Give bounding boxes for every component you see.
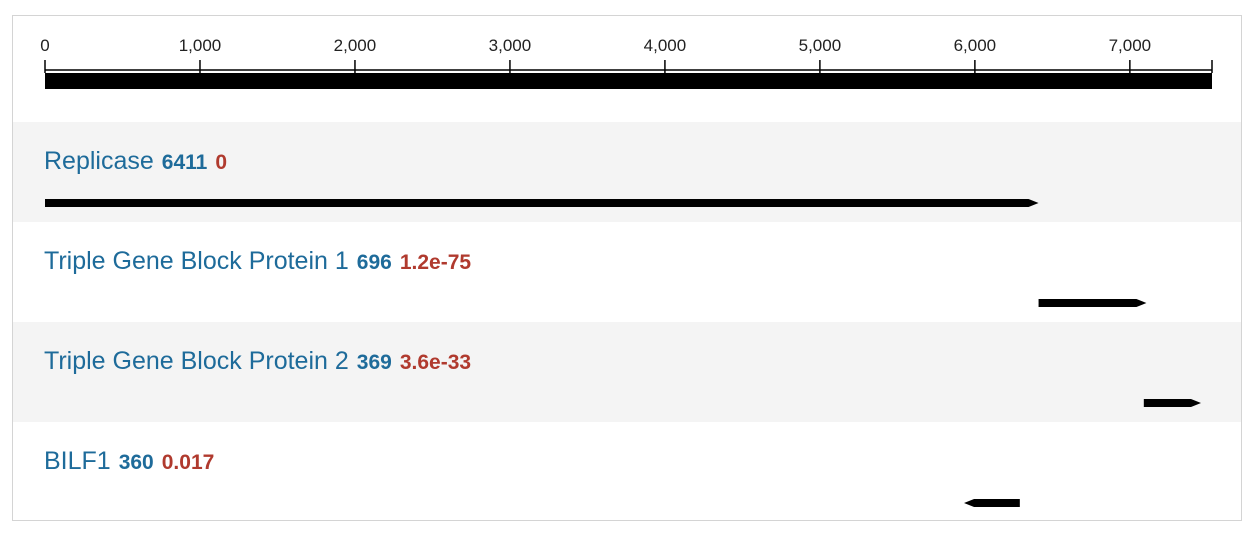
feature-arrow	[45, 199, 1039, 207]
feature-evalue: 0.017	[161, 451, 215, 474]
feature-name[interactable]: BILF1	[44, 447, 111, 475]
feature-row-tgbp1[interactable]: Triple Gene Block Protein 1 696 1.2e-75	[13, 222, 1241, 322]
tick-label: 1,000	[179, 36, 222, 55]
feature-arrow	[964, 499, 1020, 507]
feature-header: Replicase 6411 0	[44, 146, 227, 180]
feature-row-bilf1[interactable]: BILF1 360 0.017	[13, 422, 1241, 522]
feature-score: 369	[356, 351, 392, 374]
feature-row-tgbp2[interactable]: Triple Gene Block Protein 2 369 3.6e-33	[13, 322, 1241, 422]
genome-map-panel: 0 1,000 2,000 3,000 4,000 5,000 6,000 7,000 Rep…	[12, 15, 1242, 521]
tick-label: 3,000	[489, 36, 532, 55]
genome-bar	[45, 73, 1212, 89]
feature-header: BILF1 360 0.017	[44, 446, 214, 480]
feature-evalue: 1.2e-75	[399, 251, 472, 274]
feature-header: Triple Gene Block Protein 2 369 3.6e-33	[44, 346, 471, 380]
tick-label: 5,000	[799, 36, 842, 55]
feature-header: Triple Gene Block Protein 1 696 1.2e-75	[44, 246, 471, 280]
feature-evalue: 3.6e-33	[399, 351, 472, 374]
feature-arrow	[1143, 399, 1201, 407]
tick-label: 2,000	[334, 36, 377, 55]
tick-label: 0	[40, 36, 49, 55]
feature-score: 696	[356, 251, 392, 274]
feature-arrow	[1038, 299, 1147, 307]
feature-name[interactable]: Triple Gene Block Protein 1	[44, 247, 349, 275]
feature-score: 6411	[161, 151, 208, 174]
feature-name[interactable]: Triple Gene Block Protein 2	[44, 347, 349, 375]
tick-label: 4,000	[644, 36, 687, 55]
tick-label: 7,000	[1109, 36, 1152, 55]
feature-score: 360	[118, 451, 154, 474]
coordinate-ruler: 0 1,000 2,000 3,000 4,000 5,000 6,000 7,000	[40, 36, 1213, 89]
feature-row-replicase[interactable]: Replicase 6411 0	[13, 122, 1241, 222]
feature-evalue: 0	[215, 151, 228, 174]
tick-label: 6,000	[954, 36, 997, 55]
feature-name[interactable]: Replicase	[44, 147, 154, 175]
